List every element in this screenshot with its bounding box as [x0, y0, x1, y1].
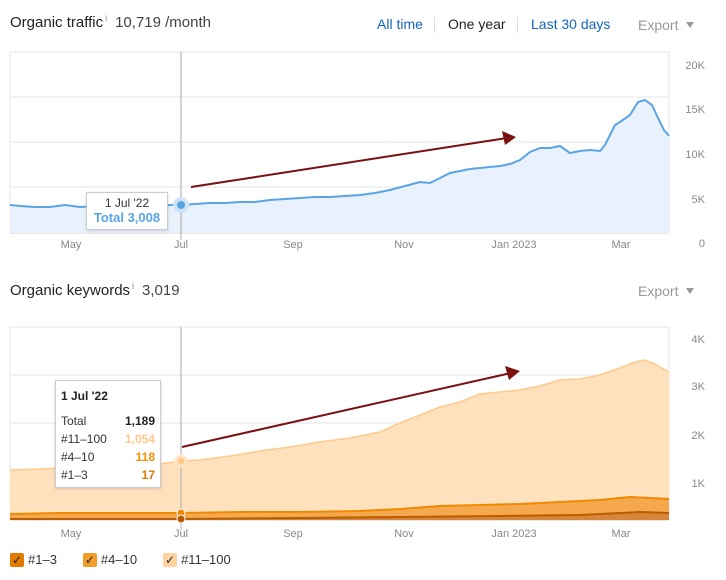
keywords-1-3-line: [10, 510, 670, 520]
traffic-header: Organic traffic i 10,719 /month: [10, 13, 211, 34]
keywords-4-10-area: [10, 497, 669, 520]
chevron-down-icon: [686, 288, 695, 294]
tooltip-row-value: 1,189: [124, 414, 155, 428]
traffic-export-button[interactable]: Export: [638, 17, 695, 33]
traffic-chart[interactable]: 20K 15K 10K 5K 0 May Jul Sep Nov Jan 202…: [0, 50, 726, 260]
x-tick: Sep: [283, 239, 303, 251]
traffic-y-axis: 20K 15K 10K 5K 0: [685, 60, 705, 250]
traffic-title: Organic traffic: [10, 14, 104, 31]
range-separator: [434, 17, 435, 33]
range-one-year[interactable]: One year: [448, 16, 506, 32]
y-tick: 3K: [692, 381, 706, 393]
trend-arrowhead: [502, 131, 516, 145]
tooltip-row-1-3: #1–3 17: [61, 468, 155, 482]
traffic-value: 10,719 /month: [115, 14, 211, 31]
x-tick: Jan 2023: [491, 528, 536, 540]
keywords-tooltip-date: 1 Jul '22: [61, 389, 108, 403]
keywords-tooltip: 1 Jul '22 Total 1,189 #11–100 1,054 #4–1…: [55, 380, 161, 488]
keywords-cursor-point: [174, 454, 188, 468]
range-last-30-days[interactable]: Last 30 days: [531, 16, 611, 32]
legend-label: #1–3: [28, 552, 57, 567]
x-tick: Jul: [174, 239, 188, 251]
keywords-cursor-point: [176, 514, 186, 524]
tooltip-row-total: Total 1,189: [61, 414, 155, 428]
x-tick: Jul: [174, 528, 188, 540]
keywords-export-button[interactable]: Export: [638, 283, 695, 299]
traffic-area: [10, 100, 669, 233]
tooltip-row-value: 118: [135, 450, 155, 464]
legend-item-4-10[interactable]: ✓ #4–10: [82, 552, 138, 567]
y-tick: 0: [699, 238, 705, 250]
checkbox-icon[interactable]: ✓: [82, 552, 97, 567]
keywords-4-10-line: [9, 495, 670, 515]
legend-item-1-3[interactable]: ✓ #1–3: [10, 552, 57, 567]
keywords-title: Organic keywords: [10, 282, 131, 299]
y-tick: 2K: [692, 430, 706, 442]
keywords-chart[interactable]: 4K 3K 2K 1K May Jul Sep Nov Jan 2023 Mar: [0, 320, 726, 548]
traffic-export-label: Export: [638, 17, 679, 33]
keywords-1-3-area: [10, 512, 669, 520]
keywords-export-label: Export: [638, 283, 679, 299]
traffic-tooltip-date: 1 Jul '22: [104, 196, 150, 210]
y-tick: 5K: [692, 194, 706, 206]
x-tick: Sep: [283, 528, 303, 540]
legend-item-11-100[interactable]: ✓ #11–100: [163, 552, 231, 567]
tooltip-row-label: #4–10: [61, 450, 95, 464]
keywords-value: 3,019: [142, 282, 180, 299]
legend-label: #4–10: [100, 552, 138, 567]
x-tick: Mar: [612, 528, 631, 540]
traffic-tooltip: 1 Jul '22 Total 3,008: [86, 192, 168, 230]
keywords-legend: ✓ #1–3 ✓ #4–10 ✓ #11–100: [10, 552, 231, 567]
range-separator: [517, 17, 518, 33]
y-tick: 1K: [692, 478, 706, 490]
keywords-header: Organic keywords i 3,019: [10, 281, 180, 302]
traffic-x-axis: May Jul Sep Nov Jan 2023 Mar: [61, 239, 631, 251]
x-tick: Nov: [394, 528, 414, 540]
tooltip-row-label: #1–3: [61, 468, 88, 482]
tooltip-row-label: Total: [61, 414, 87, 428]
legend-label: #11–100: [181, 552, 231, 567]
tooltip-row-11-100: #11–100 1,054: [61, 432, 155, 446]
checkbox-icon[interactable]: ✓: [163, 552, 178, 567]
x-tick: Jan 2023: [491, 239, 536, 251]
traffic-tooltip-total: Total 3,008: [93, 210, 161, 225]
traffic-info-icon[interactable]: i: [105, 13, 108, 23]
keywords-x-axis: May Jul Sep Nov Jan 2023 Mar: [61, 528, 631, 540]
trend-arrow: [181, 372, 512, 448]
x-tick: May: [61, 239, 82, 251]
y-tick: 4K: [692, 334, 706, 346]
y-tick: 15K: [685, 104, 705, 116]
range-all-time[interactable]: All time: [377, 16, 423, 32]
trend-arrowhead: [505, 366, 520, 380]
tooltip-row-4-10: #4–10 118: [61, 450, 155, 464]
keywords-info-icon[interactable]: i: [132, 281, 135, 291]
x-tick: May: [61, 528, 82, 540]
trend-arrow: [190, 137, 508, 188]
y-tick: 20K: [685, 60, 705, 72]
tooltip-row-label: #11–100: [61, 432, 107, 446]
checkbox-icon[interactable]: ✓: [10, 552, 24, 567]
x-tick: Nov: [394, 239, 414, 251]
y-tick: 10K: [685, 149, 705, 161]
chevron-down-icon: [686, 22, 695, 28]
tooltip-row-value: 17: [141, 468, 155, 482]
x-tick: Mar: [612, 239, 631, 251]
keywords-y-axis: 4K 3K 2K 1K: [692, 334, 706, 490]
traffic-cursor-point: [173, 197, 189, 213]
tooltip-row-value: 1,054: [124, 432, 155, 446]
